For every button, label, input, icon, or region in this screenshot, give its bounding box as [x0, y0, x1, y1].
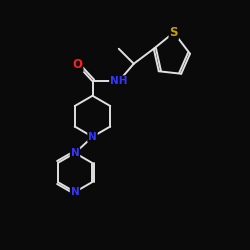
Text: O: O	[72, 58, 83, 71]
Text: S: S	[170, 26, 178, 39]
Text: NH: NH	[110, 76, 128, 86]
Text: N: N	[88, 132, 97, 142]
Text: N: N	[71, 187, 80, 197]
Text: N: N	[71, 148, 80, 158]
